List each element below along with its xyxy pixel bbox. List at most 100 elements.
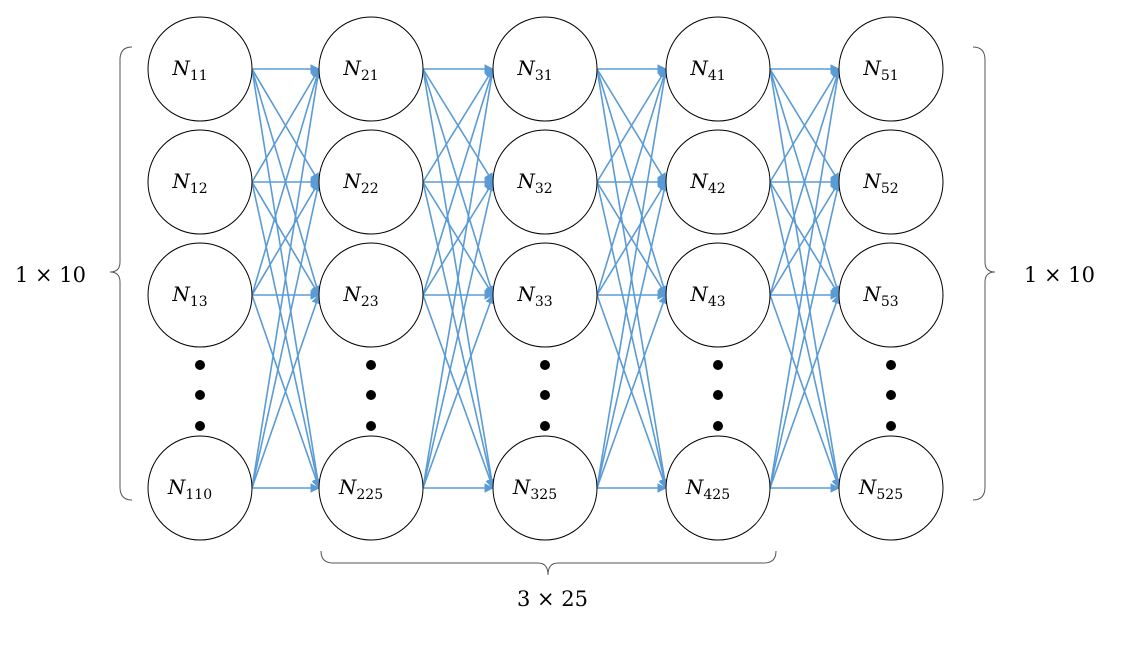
node: N11 — [147, 16, 253, 122]
node-label-sub: 43 — [708, 294, 726, 310]
ellipsis-dot — [195, 390, 205, 400]
node-label-sub: 33 — [535, 294, 553, 310]
node-label: N11 — [171, 56, 207, 84]
ellipsis-dot — [886, 421, 896, 431]
edge-4-4-to-5-1 — [769, 68, 843, 489]
edge-3-2-to-4-1 — [596, 68, 667, 183]
node-label: N525 — [858, 475, 903, 503]
edge-4-3-to-5-1 — [769, 68, 842, 296]
ellipsis-dot — [366, 421, 376, 431]
ellipsis-dot — [195, 360, 205, 370]
edge-3-4-to-4-3 — [596, 294, 668, 489]
edge-3-3-to-4-2 — [596, 181, 667, 296]
node-label-main: N — [512, 475, 532, 499]
node-label-sub: 525 — [876, 487, 903, 503]
edge-1-4-to-2-2 — [251, 181, 322, 489]
edge-1-3-to-2-2 — [251, 181, 320, 296]
node-label-sub: 52 — [881, 181, 899, 197]
ellipsis-dot — [540, 421, 550, 431]
node-label: N22 — [342, 169, 378, 197]
node: N53 — [838, 242, 944, 348]
edges-layer — [251, 64, 843, 493]
node-label-main: N — [858, 475, 878, 499]
hidden-dim-label: 3 × 25 — [517, 587, 588, 611]
ellipsis-dot — [886, 360, 896, 370]
node: N43 — [665, 242, 771, 348]
node-circle — [318, 16, 424, 122]
edge-2-3-to-3-2 — [422, 181, 494, 296]
edge-2-4-to-3-3 — [422, 294, 495, 489]
node-label-main: N — [171, 56, 191, 80]
node-label-main: N — [338, 475, 358, 499]
input-brace — [109, 46, 133, 501]
node-label: N52 — [862, 169, 898, 197]
node-circle — [147, 242, 253, 348]
node-circle — [492, 16, 598, 122]
node: N32 — [492, 129, 598, 235]
ellipsis-dot — [713, 421, 723, 431]
node-circle — [492, 242, 598, 348]
node: N110 — [147, 435, 253, 541]
node: N33 — [492, 242, 598, 348]
node-label-sub: 22 — [361, 181, 379, 197]
node-label-sub: 110 — [185, 487, 212, 503]
node-label-sub: 23 — [361, 294, 379, 310]
node-circle — [665, 242, 771, 348]
node-label: N21 — [342, 56, 378, 84]
node-label: N13 — [171, 282, 207, 310]
node-label-sub: 225 — [356, 487, 383, 503]
node-label-main: N — [516, 282, 536, 306]
node-circle — [838, 242, 944, 348]
node: N31 — [492, 16, 598, 122]
node-label-main: N — [167, 475, 187, 499]
node: N51 — [838, 16, 944, 122]
node-label-main: N — [171, 282, 191, 306]
node-circle — [838, 129, 944, 235]
node: N23 — [318, 242, 424, 348]
node: N525 — [838, 435, 944, 541]
nodes-layer: N11N12N13N110N21N22N23N225N31N32N33N325N… — [147, 16, 944, 541]
ellipsis-dot — [540, 390, 550, 400]
node-label: N42 — [689, 169, 725, 197]
node-circle — [318, 435, 424, 541]
edge-1-3-to-2-1 — [251, 68, 322, 296]
edge-2-4-to-3-1 — [422, 68, 497, 489]
node-circle — [665, 129, 771, 235]
ellipsis-dot — [713, 360, 723, 370]
node: N425 — [665, 435, 771, 541]
node-label: N53 — [862, 282, 898, 310]
node-label-main: N — [516, 56, 536, 80]
node-label-sub: 32 — [535, 181, 553, 197]
node-label-main: N — [862, 282, 882, 306]
ellipsis-dot — [366, 360, 376, 370]
edge-3-4-to-4-1 — [596, 68, 670, 489]
ellipsis-dot — [886, 390, 896, 400]
node-circle — [492, 435, 598, 541]
node-label-sub: 12 — [190, 181, 208, 197]
node-circle — [838, 435, 944, 541]
node-label-main: N — [171, 169, 191, 193]
ellipsis-dot — [195, 421, 205, 431]
node-circle — [147, 435, 253, 541]
ellipsis-layer — [195, 360, 896, 431]
node-label-sub: 425 — [703, 487, 730, 503]
edge-2-4-to-3-2 — [422, 181, 496, 489]
node-label: N33 — [516, 282, 552, 310]
node-label-sub: 11 — [190, 68, 208, 84]
node-label-main: N — [689, 56, 709, 80]
node-label: N225 — [338, 475, 383, 503]
node: N12 — [147, 129, 253, 235]
node-label-main: N — [516, 169, 536, 193]
node-label: N31 — [516, 56, 552, 84]
edge-4-4-to-5-2 — [769, 181, 842, 489]
node-label-main: N — [862, 169, 882, 193]
node-label-main: N — [685, 475, 705, 499]
edge-2-3-to-3-1 — [422, 68, 496, 296]
node: N42 — [665, 129, 771, 235]
node: N41 — [665, 16, 771, 122]
node-label-sub: 42 — [708, 181, 726, 197]
node: N225 — [318, 435, 424, 541]
node: N21 — [318, 16, 424, 122]
node-label-sub: 31 — [535, 68, 553, 84]
